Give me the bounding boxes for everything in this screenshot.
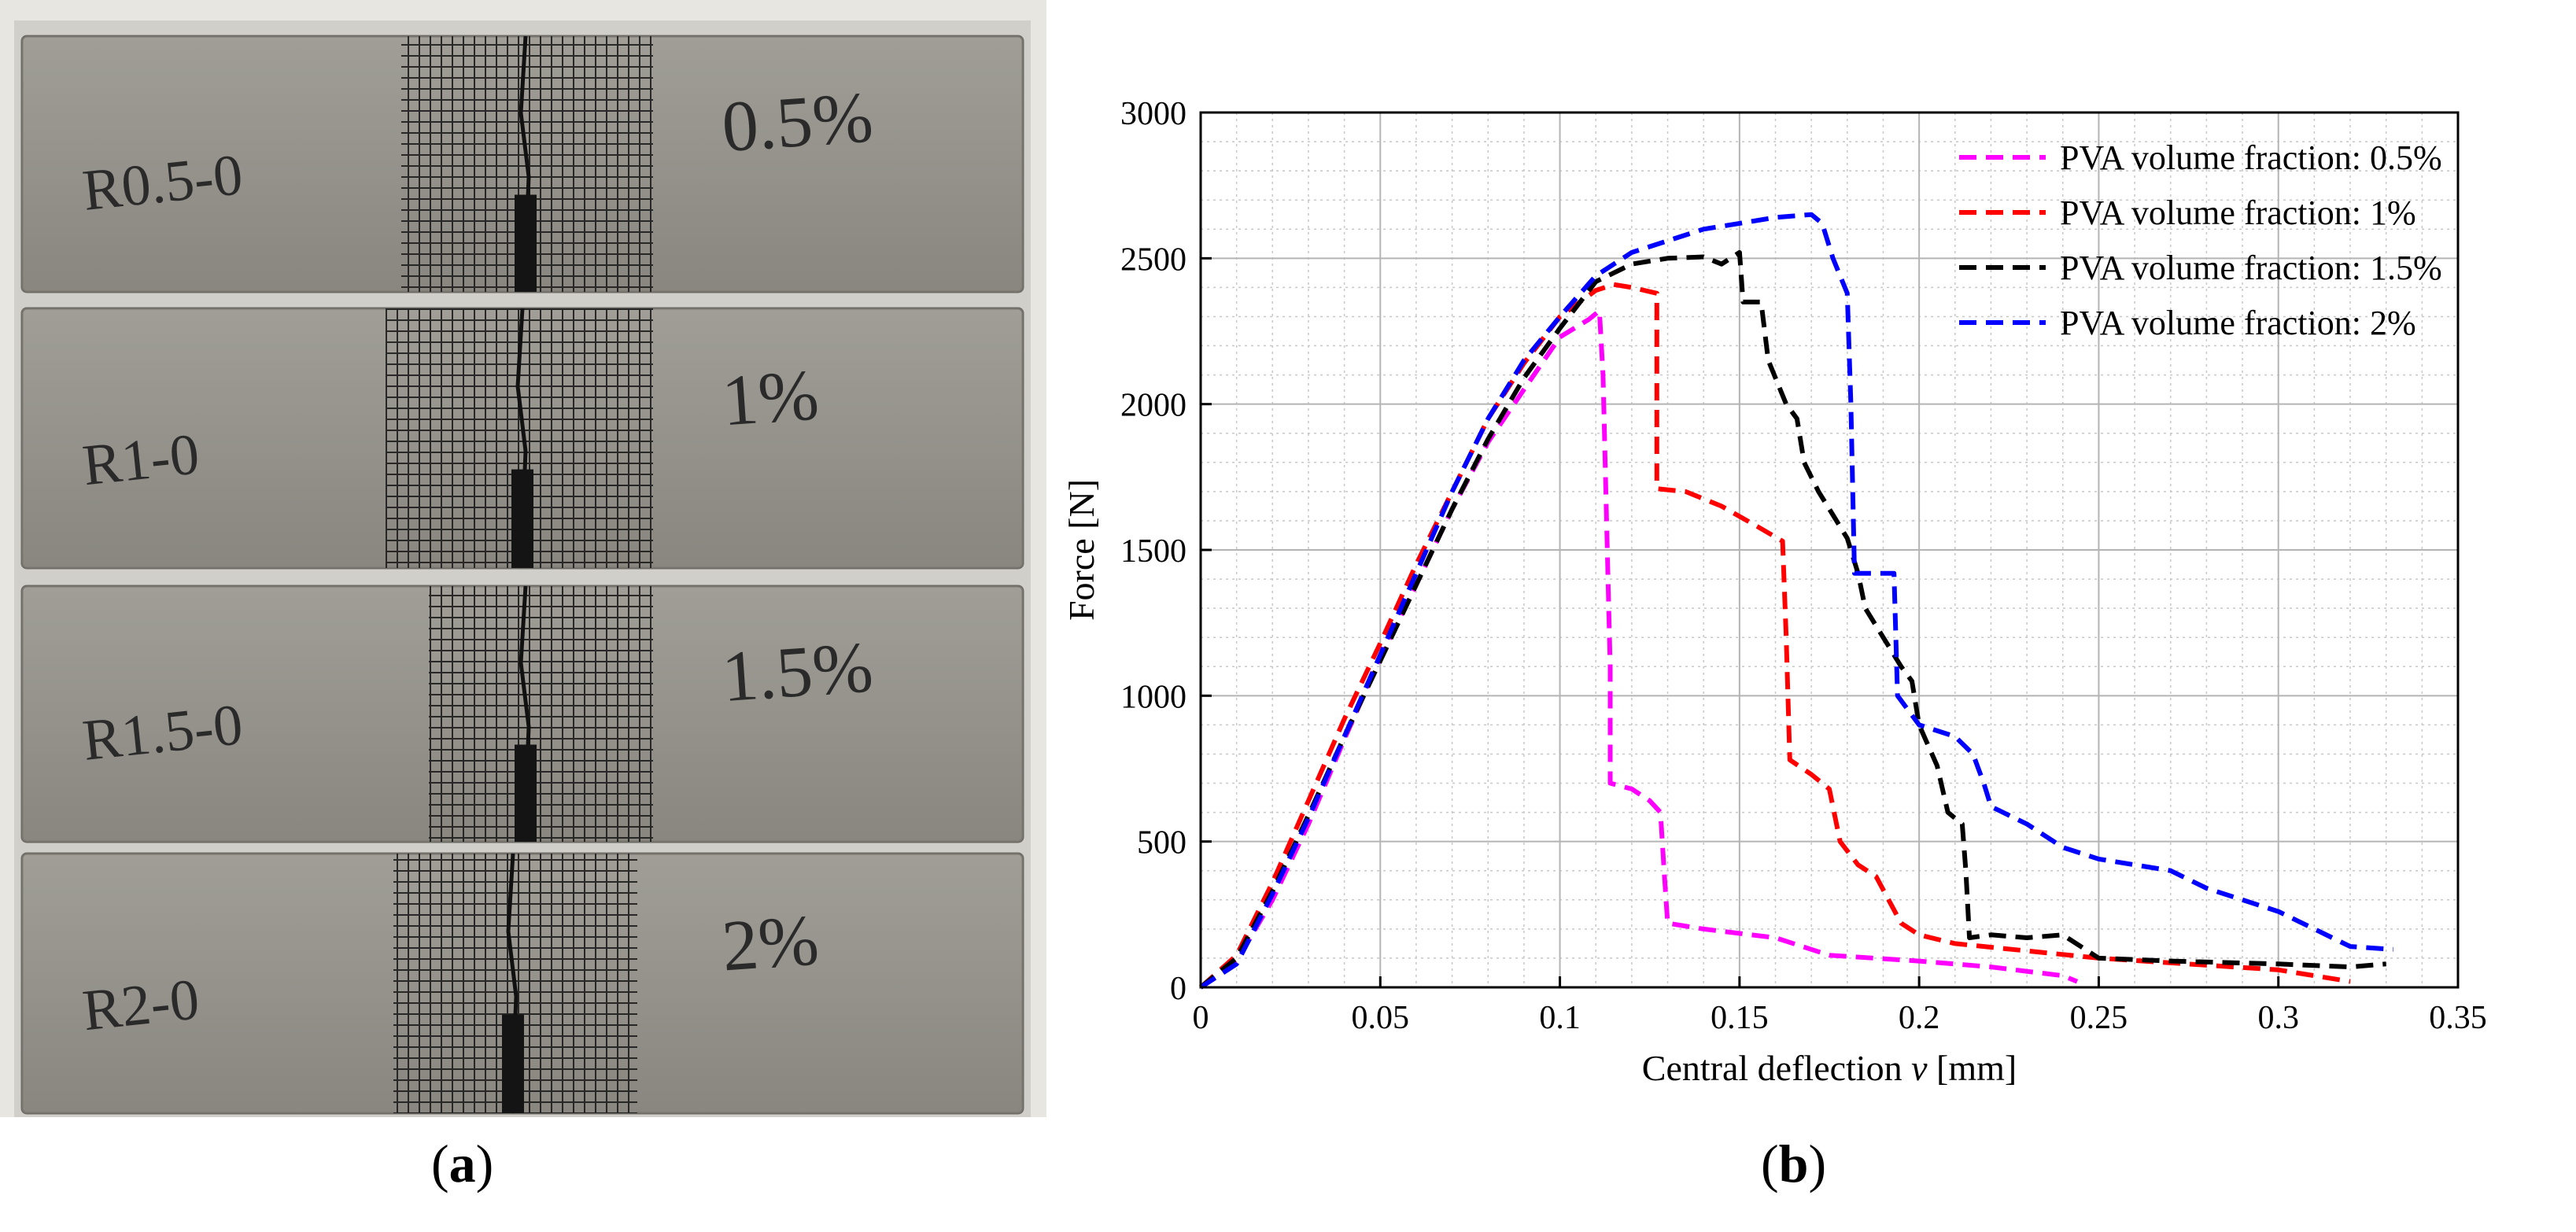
y-tick-label: 1000 [1120, 679, 1187, 715]
caption-a: (a) [431, 1134, 494, 1193]
specimen-mark: R2-0 [79, 967, 202, 1043]
x-tick-label: 0.25 [2070, 1000, 2128, 1036]
specimen-R1-0: R1-0 1% [20, 307, 1024, 570]
fraction-mark: 0.5% [719, 76, 875, 167]
series-line-3 [1199, 249, 2386, 990]
notch [511, 469, 533, 568]
specimen-photo: R0.5-00.5% R1-0 1% R1.5-01.5% R2-0 2% [0, 0, 1046, 1117]
y-tick-label: 3000 [1120, 96, 1187, 132]
x-tick-label: 0.15 [1711, 1000, 1769, 1036]
series-line-4 [1199, 212, 2394, 990]
x-tick-label: 0.05 [1352, 1000, 1410, 1036]
series-line-1 [1199, 308, 2079, 990]
specimen-R1.5-0: R1.5-01.5% [20, 585, 1024, 843]
x-tick-label: 0 [1193, 1000, 1209, 1036]
specimen-R2-0: R2-0 2% [20, 852, 1024, 1115]
notch [515, 194, 537, 292]
legend-entry: PVA volume fraction: 2% [2060, 304, 2416, 342]
y-tick-label: 500 [1137, 825, 1187, 861]
axis-ticks: 0 0.05 0.1 0.15 0.2 0.25 0.3 0.35 0 500 1000 1500 20… [1120, 96, 2487, 1036]
fiber-mesh [429, 586, 653, 842]
x-axis-label: Central deflection v [mm] [1642, 1048, 2017, 1088]
legend-entry: PVA volume fraction: 0.5% [2060, 138, 2442, 177]
fraction-mark: 1.5% [719, 626, 875, 717]
specimen-mark: R1-0 [79, 422, 202, 498]
x-tick-label: 0.2 [1899, 1000, 1940, 1036]
fraction-mark: 2% [719, 899, 821, 986]
caption-b: (b) [1761, 1134, 1827, 1193]
y-tick-label: 0 [1170, 971, 1187, 1007]
x-tick-label: 0.35 [2429, 1000, 2487, 1036]
y-tick-label: 1500 [1120, 533, 1187, 570]
x-tick-label: 0.3 [2257, 1000, 2299, 1036]
chart-series [1199, 212, 2394, 990]
series-line-2 [1199, 282, 2351, 990]
chart-grid [1200, 112, 2459, 988]
specimen-R0.5-0: R0.5-00.5% [20, 35, 1024, 293]
y-tick-label: 2500 [1120, 242, 1187, 278]
y-tick-label: 2000 [1120, 388, 1187, 424]
chart-legend: PVA volume fraction: 0.5% PVA volume frac… [1959, 138, 2442, 342]
notch [515, 744, 537, 842]
force-deflection-chart: 0 0.05 0.1 0.15 0.2 0.25 0.3 0.35 0 500 1000 1500 20… [1061, 96, 2487, 1088]
x-tick-label: 0.1 [1539, 1000, 1581, 1036]
y-axis-label: Force [N] [1061, 479, 1102, 621]
legend-entry: PVA volume fraction: 1.5% [2060, 249, 2442, 287]
legend-entry: PVA volume fraction: 1% [2060, 194, 2416, 232]
fraction-mark: 1% [719, 354, 821, 441]
notch [502, 1014, 524, 1113]
